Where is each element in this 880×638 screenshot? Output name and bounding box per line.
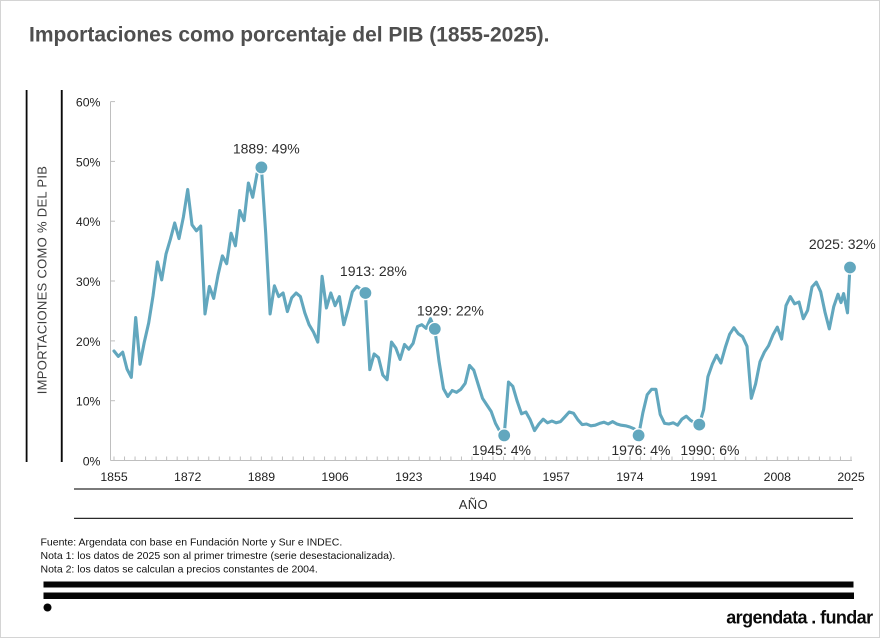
svg-text:2025: 2025 [837,470,865,484]
svg-text:10%: 10% [76,395,101,409]
svg-text:2008: 2008 [764,470,792,484]
svg-text:1974: 1974 [616,470,644,484]
svg-text:1906: 1906 [321,470,349,484]
svg-text:1872: 1872 [174,470,202,484]
svg-text:1923: 1923 [395,470,423,484]
svg-text:20%: 20% [76,335,101,349]
svg-text:2025: 32%: 2025: 32% [809,236,876,252]
svg-text:1889: 1889 [248,470,276,484]
svg-text:60%: 60% [76,96,101,110]
svg-text:1929: 22%: 1929: 22% [417,303,484,319]
svg-text:1889: 49%: 1889: 49% [233,140,300,156]
svg-text:1991: 1991 [690,470,718,484]
svg-text:1940: 1940 [469,470,497,484]
svg-text:1945: 4%: 1945: 4% [472,442,531,458]
svg-text:0%: 0% [83,455,101,469]
svg-text:1855: 1855 [100,470,128,484]
svg-text:IMPORTACIONES COMO % DEL PIB: IMPORTACIONES COMO % DEL PIB [35,166,50,394]
svg-text:AÑO: AÑO [459,497,488,512]
svg-text:50%: 50% [76,155,101,169]
svg-text:1976: 4%: 1976: 4% [611,442,670,458]
svg-text:1913: 28%: 1913: 28% [340,263,407,279]
svg-text:Nota 1: los datos de 2025 son: Nota 1: los datos de 2025 son al primer … [41,550,396,562]
svg-text:Importaciones como porcentaje: Importaciones como porcentaje del PIB (1… [29,24,550,47]
svg-text:30%: 30% [76,275,101,289]
svg-text:40%: 40% [76,215,101,229]
svg-text:1990: 6%: 1990: 6% [680,442,739,458]
svg-text:1957: 1957 [543,470,571,484]
svg-text:Nota 2: los datos se calculan: Nota 2: los datos se calculan a precios … [41,564,318,576]
svg-text:argendata . fundar: argendata . fundar [726,608,873,628]
svg-text:Fuente: Argendata con base en: Fuente: Argendata con base en Fundación … [41,537,343,549]
